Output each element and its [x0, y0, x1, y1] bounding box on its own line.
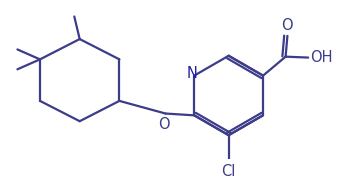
Text: OH: OH: [310, 50, 333, 65]
Text: O: O: [158, 117, 170, 132]
Text: O: O: [282, 18, 293, 33]
Text: N: N: [187, 66, 197, 81]
Text: Cl: Cl: [221, 164, 236, 176]
